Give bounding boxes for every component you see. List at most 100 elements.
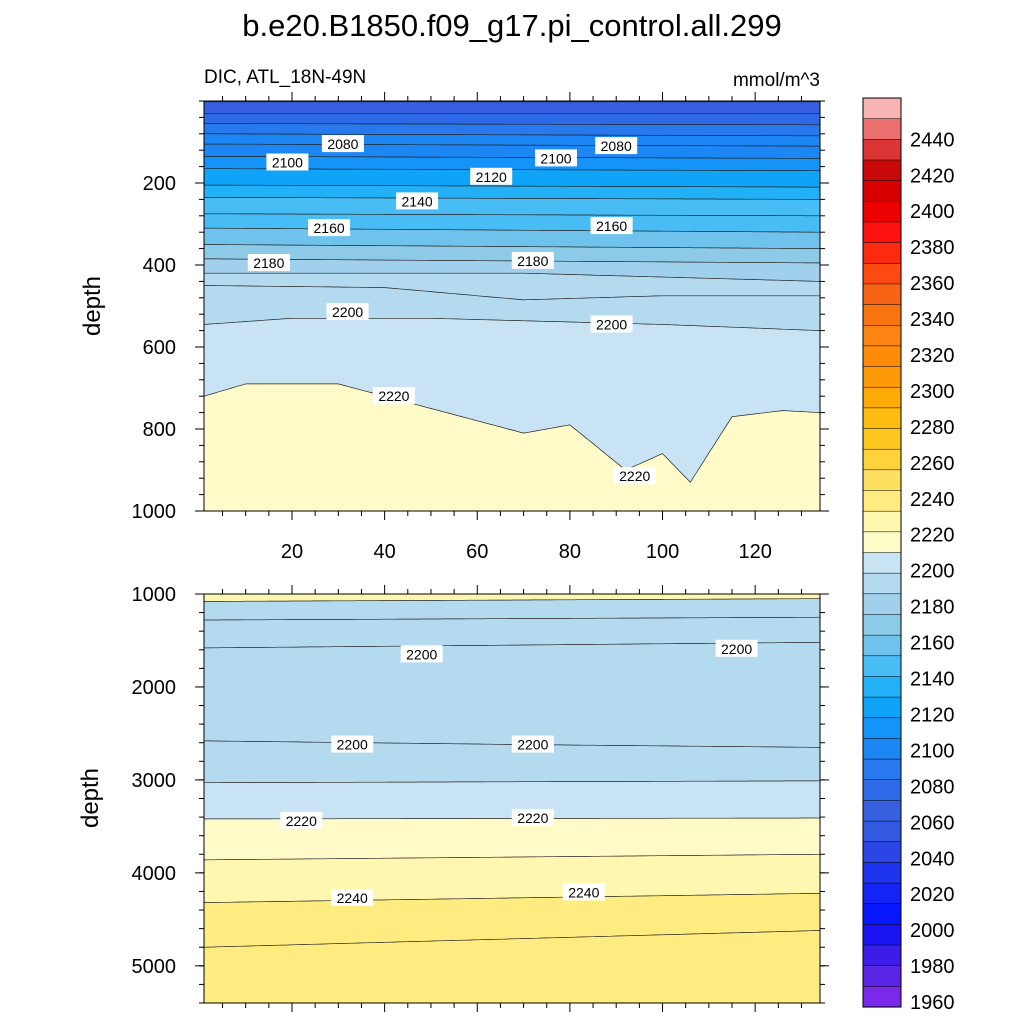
colorbar-label: 1980 [910, 956, 955, 978]
contour-label: 2160 [308, 219, 351, 237]
colorbar-swatch [862, 469, 902, 492]
colorbar-swatch [862, 676, 902, 698]
contour-label-text: 2220 [286, 813, 317, 829]
contour-label: 2160 [590, 217, 633, 235]
contour-label-text: 2100 [272, 155, 303, 171]
colorbar-swatch [862, 717, 902, 739]
colorbar-label: 2020 [910, 884, 955, 906]
subtitle-left: DIC, ATL_18N-49N [204, 67, 366, 88]
colorbar-swatch [862, 779, 902, 801]
contour-label: 2120 [470, 167, 513, 185]
colorbar-swatch [862, 304, 902, 326]
contour-line [204, 383, 820, 483]
contour-label: 2100 [535, 149, 577, 167]
contour-label: 2080 [595, 137, 638, 155]
colorbar-swatch [862, 97, 902, 120]
colorbar-label: 2220 [910, 525, 955, 547]
contour-line [204, 598, 820, 602]
contour-label-text: 2200 [332, 304, 363, 320]
y-tick-label: 1000 [132, 584, 177, 606]
figure-title: b.e20.B1850.f09_g17.pi_control.all.299 [242, 8, 782, 43]
colorbar-label: 2440 [910, 129, 955, 151]
contour-label: 2220 [280, 811, 323, 829]
contour-label: 2220 [613, 467, 656, 485]
contour-label-text: 2160 [596, 218, 627, 234]
colorbar-label: 2140 [910, 669, 955, 691]
contour-fill-group [204, 101, 820, 511]
colorbar-label: 2380 [910, 237, 955, 259]
contour-label-text: 2200 [721, 641, 752, 657]
subtitle-right: mmol/m^3 [733, 70, 820, 91]
colorbar-swatch [862, 325, 902, 347]
contour-label: 2100 [266, 153, 309, 171]
colorbar-swatch [862, 345, 902, 368]
colorbar-swatch [862, 366, 902, 388]
contour-label: 2180 [511, 251, 554, 269]
contour-label-text: 2220 [517, 810, 548, 826]
colorbar-swatch [862, 407, 902, 430]
colorbar-swatch [862, 738, 902, 760]
contour-label-text: 2140 [402, 193, 433, 209]
colorbar-swatch [862, 986, 902, 1008]
contour-fill-group [204, 594, 820, 1023]
colorbar-swatch [862, 862, 902, 884]
y-tick-label: 2000 [132, 677, 177, 699]
colorbar-swatch [862, 242, 902, 264]
colorbar-swatch [862, 386, 902, 409]
y-tick-label: 400 [143, 255, 176, 277]
x-tick-label: 80 [559, 541, 581, 563]
colorbar-swatch [862, 924, 902, 946]
colorbar-swatch [862, 696, 902, 719]
y-tick-label: 1000 [132, 501, 177, 523]
colorbar-swatch [862, 965, 902, 987]
colorbar-swatch [862, 118, 902, 140]
colorbar-swatch [862, 428, 902, 450]
contour-line [204, 244, 820, 249]
contour-line [204, 133, 820, 137]
colorbar-label: 2100 [910, 740, 955, 762]
colorbar-label: 2060 [910, 812, 955, 834]
contour-line [204, 317, 820, 331]
colorbar-label: 2420 [910, 165, 955, 187]
contour-label: 2200 [715, 639, 758, 657]
contour-line [204, 853, 820, 861]
colorbar-label: 2120 [910, 705, 955, 727]
colorbar-label: 2240 [910, 489, 955, 511]
colorbar-label: 2360 [910, 273, 955, 295]
contour-line [204, 780, 820, 784]
lower-panel: 2200 2200 2200 2200 2220 2220 2240 2240 1000 2000… [132, 584, 829, 1023]
contour-label: 2200 [511, 735, 554, 753]
colorbar-label: 2040 [910, 848, 955, 870]
colorbar-label: 2280 [910, 417, 955, 439]
y-tick-label: 200 [143, 173, 176, 195]
y-tick-label: 4000 [132, 863, 177, 885]
contour-line [204, 930, 820, 948]
contour-line [204, 285, 820, 301]
colorbar-swatch [862, 820, 902, 843]
colorbar-swatch [862, 593, 902, 616]
contour-line [204, 184, 820, 188]
ylabel-lower: depth [77, 768, 104, 828]
contour-label-text: 2180 [253, 255, 284, 271]
contour-label-text: 2220 [619, 468, 650, 484]
contour-line [204, 892, 820, 903]
colorbar-swatch [862, 490, 902, 512]
contour-band [204, 1022, 820, 1023]
contour-label: 2200 [400, 645, 443, 663]
contour-line [204, 196, 820, 200]
colorbar-swatch [862, 634, 902, 657]
contour-label-text: 2220 [378, 388, 409, 404]
colorbar-swatch [862, 944, 902, 967]
contour-label: 2240 [331, 889, 374, 906]
colorbar-swatch [862, 263, 902, 285]
contour-label-text: 2080 [601, 138, 632, 154]
contour-band [204, 383, 820, 511]
contour-label-text: 2180 [517, 253, 548, 269]
colorbar-swatch [862, 758, 902, 781]
contour-line [204, 227, 820, 233]
colorbar-swatch [862, 903, 902, 925]
contour-label-text: 2120 [476, 169, 507, 185]
contour-line [204, 616, 820, 621]
